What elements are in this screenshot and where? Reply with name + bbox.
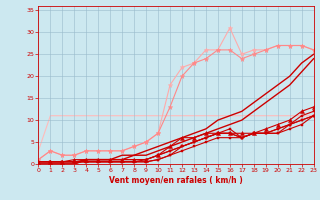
X-axis label: Vent moyen/en rafales ( km/h ): Vent moyen/en rafales ( km/h ) [109, 176, 243, 185]
